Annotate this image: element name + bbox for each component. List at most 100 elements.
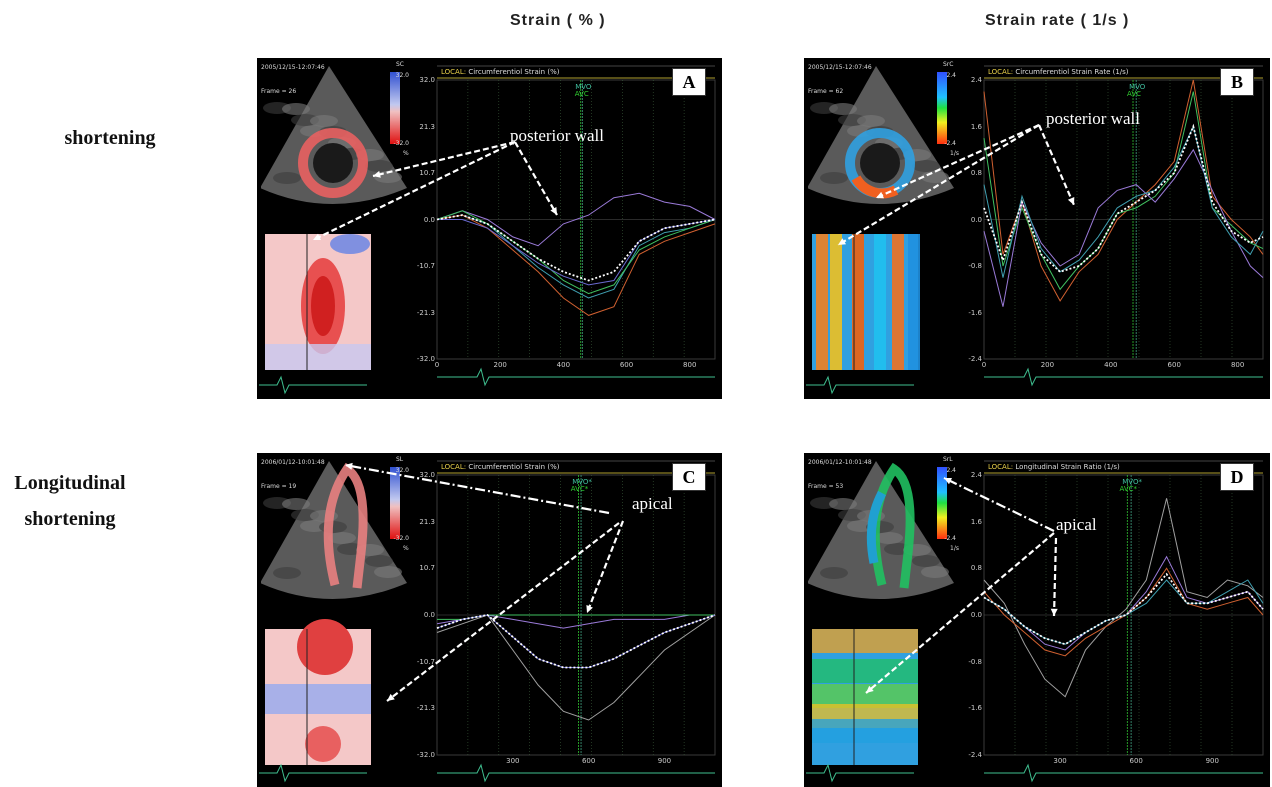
- plot-title: Circumferentiol Strain (%): [466, 463, 560, 471]
- x-tick-label: 900: [1205, 757, 1219, 765]
- echo-speckle: [820, 567, 848, 579]
- frame-number: Frame = 53: [808, 483, 844, 490]
- annotation-label: apical: [632, 494, 673, 513]
- strain-map-region: [311, 276, 335, 336]
- plot-header: LOCAL: Circumferentiol Strain Rate (1/s): [988, 68, 1129, 76]
- arrow-head: [876, 191, 884, 199]
- frame-number: Frame = 62: [808, 88, 844, 95]
- row-label-longitudinal: Longitudinal shortening: [0, 465, 140, 537]
- scale-max-label: 32.0: [395, 72, 409, 79]
- plot-header: LOCAL: Circumferentiol Strain (%): [441, 463, 559, 471]
- y-tick-label: 2.4: [970, 76, 982, 84]
- event-label: MVO*: [572, 478, 592, 486]
- row-label-line: shortening: [24, 508, 116, 530]
- echo-speckle: [829, 498, 857, 510]
- local-keyword: LOCAL:: [441, 463, 467, 471]
- y-tick-label: 1.6: [970, 517, 982, 526]
- y-tick-label: -0.8: [968, 262, 982, 270]
- y-tick-label: -21.3: [416, 308, 435, 317]
- panel-b: 2005/12/15-12:07:46 Frame = 62 SrC 2.4 -2.4 1…: [804, 58, 1270, 399]
- event-label: MVO: [575, 83, 592, 91]
- series-line-5: [436, 214, 716, 282]
- lv-cavity: [860, 143, 900, 183]
- strain-map: [265, 234, 371, 370]
- ecg-trace-map: [806, 375, 914, 395]
- column-title-strain-rate: Strain rate ( 1/s ): [985, 12, 1130, 29]
- strain-map-band: [812, 629, 918, 653]
- ecg-trace-map: [259, 763, 367, 783]
- color-scale-bar: [937, 467, 947, 539]
- timestamp: 2005/12/15-12:07:46: [808, 64, 872, 71]
- myocardium-ring: [298, 128, 368, 198]
- annotation-arrow: [585, 520, 625, 614]
- ecg-trace-plot: [984, 763, 1263, 783]
- scale-min-label: -32.0: [393, 140, 409, 147]
- arrow-head: [866, 685, 874, 693]
- annotation-arrow: [514, 141, 558, 216]
- event-label: AVC*: [1119, 485, 1138, 493]
- y-tick-label: 32.0: [419, 76, 435, 84]
- ecg-trace-plot: [437, 367, 715, 387]
- x-tick-label: 200: [1040, 361, 1055, 369]
- event-label: MVO: [1129, 83, 1146, 91]
- annotation-label: apical: [1056, 515, 1097, 534]
- echo-speckle: [921, 566, 949, 578]
- scale-min-label: -2.4: [944, 140, 956, 147]
- color-scale-bar: [390, 72, 400, 144]
- timestamp: 2006/01/12-10:01:48: [261, 459, 325, 466]
- panel-letter: A: [672, 68, 706, 96]
- y-tick-label: 2.4: [970, 471, 982, 479]
- annotation-arrow: [943, 477, 1055, 532]
- y-tick-label: 0.0: [970, 611, 982, 619]
- echo-edge: [804, 453, 808, 593]
- series-line-2: [983, 148, 1264, 307]
- series-line-3: [436, 614, 716, 668]
- echo-speckle: [328, 532, 356, 544]
- arrow-head: [387, 693, 395, 701]
- event-label: AVC*: [570, 485, 589, 493]
- strain-map-band: [812, 719, 918, 743]
- series-line-1: [983, 91, 1264, 291]
- echo-speckle: [273, 567, 301, 579]
- arrow-head: [345, 462, 353, 470]
- local-keyword: LOCAL:: [988, 68, 1014, 76]
- annotation-arrow: [1037, 124, 1076, 206]
- mode-label: SrC: [943, 61, 954, 68]
- x-tick-label: 300: [506, 757, 520, 765]
- color-scale-bar: [390, 467, 400, 539]
- annotation-label: posterior wall: [1046, 109, 1140, 128]
- series-line-2: [436, 614, 716, 721]
- mode-label: SL: [396, 456, 404, 463]
- y-tick-label: -32.0: [416, 751, 435, 759]
- y-tick-label: -2.4: [968, 751, 982, 759]
- annotation-arrow: [1052, 537, 1058, 617]
- echo-speckle: [912, 160, 940, 172]
- event-label: AVC: [574, 90, 589, 98]
- echo-speckle: [857, 115, 885, 127]
- echo-speckle: [820, 172, 848, 184]
- x-tick-label: 600: [619, 361, 634, 369]
- panel-letter: D: [1220, 463, 1254, 491]
- ecg-trace-map: [259, 375, 367, 395]
- echo-speckle: [374, 566, 402, 578]
- scale-min-label: -32.0: [393, 535, 409, 542]
- echo-speckle: [273, 172, 301, 184]
- y-tick-label: 21.3: [419, 122, 435, 131]
- myocardium-segment: [866, 490, 887, 564]
- row-label-shortening: shortening: [20, 120, 200, 156]
- x-tick-label: 800: [1230, 361, 1245, 369]
- row-label-line: Longitudinal: [14, 472, 126, 494]
- y-tick-label: 0.8: [970, 564, 982, 573]
- x-tick-label: 600: [581, 757, 596, 765]
- color-scale-bar: [937, 72, 947, 144]
- panel-letter: C: [672, 463, 706, 491]
- y-tick-label: -1.6: [968, 308, 982, 317]
- panel-a: 2005/12/15-12:07:46 Frame = 26 SC 32.0 -32.0…: [257, 58, 722, 399]
- myocardium-arc: [323, 462, 368, 589]
- y-tick-label: -21.3: [416, 704, 435, 713]
- frame-number: Frame = 19: [261, 483, 297, 490]
- y-tick-label: 0.0: [970, 215, 982, 224]
- panel-graphics: [804, 453, 1264, 783]
- strain-map-band: [816, 234, 828, 370]
- series-line-3: [983, 124, 1264, 278]
